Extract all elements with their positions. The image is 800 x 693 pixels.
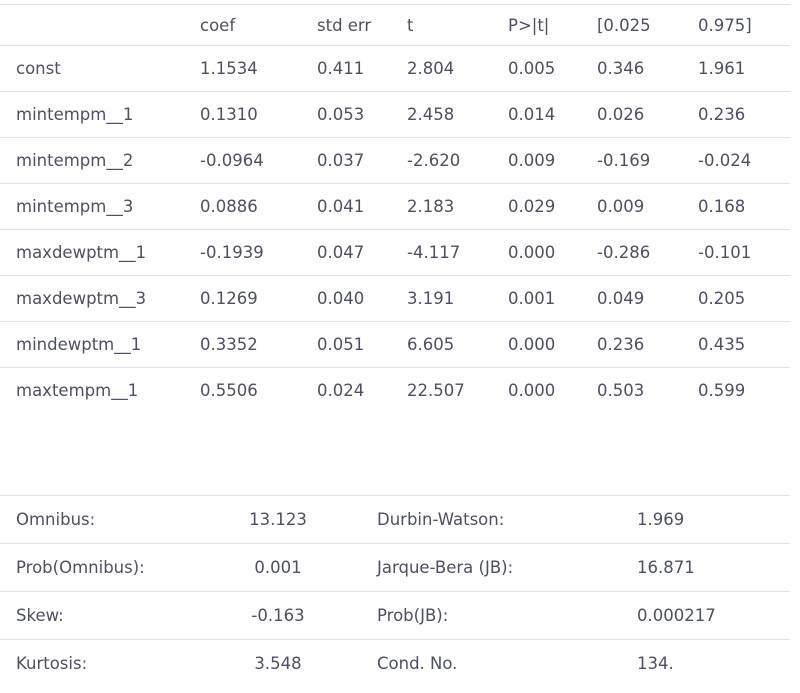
cell-ci-high: 0.236 bbox=[698, 105, 746, 124]
table-row-mindewptm-1: mindewptm__1 0.3352 0.051 6.605 0.000 0.… bbox=[0, 321, 790, 368]
table-row-maxdewptm-1: maxdewptm__1 -0.1939 0.047 -4.117 0.000 … bbox=[0, 229, 790, 276]
table-row-skew: Skew: -0.163 Prob(JB): 0.000217 bbox=[0, 591, 790, 640]
table-row-maxdewptm-3: maxdewptm__3 0.1269 0.040 3.191 0.001 0.… bbox=[0, 275, 790, 322]
table-row-maxtempm-1: maxtempm__1 0.5506 0.024 22.507 0.000 0.… bbox=[0, 367, 790, 414]
cell-t: 22.507 bbox=[407, 381, 465, 400]
cell-p-value: 0.000 bbox=[508, 335, 556, 354]
column-header-ci-high: 0.975] bbox=[698, 15, 752, 35]
cell-t: -4.117 bbox=[407, 243, 461, 262]
row-label: maxdewptm__3 bbox=[16, 289, 147, 308]
cell-ci-high: 0.168 bbox=[698, 197, 746, 216]
table-row-mintempm-3: mintempm__3 0.0886 0.041 2.183 0.029 0.0… bbox=[0, 183, 790, 230]
diag-value: 1.969 bbox=[637, 510, 685, 529]
row-label: maxtempm__1 bbox=[16, 381, 139, 400]
diag-label: Jarque-Bera (JB): bbox=[377, 558, 514, 577]
diag-label: Prob(Omnibus): bbox=[16, 558, 145, 577]
cell-t: 2.458 bbox=[407, 105, 455, 124]
diag-value: 3.548 bbox=[254, 654, 302, 673]
cell-ci-high: 0.205 bbox=[698, 289, 746, 308]
cell-std-err: 0.041 bbox=[317, 197, 365, 216]
cell-ci-high: 0.435 bbox=[698, 335, 746, 354]
diag-value: 134. bbox=[637, 654, 674, 673]
cell-ci-low: 0.503 bbox=[597, 381, 645, 400]
diag-label: Durbin-Watson: bbox=[377, 510, 505, 529]
cell-std-err: 0.040 bbox=[317, 289, 365, 308]
cell-t: 2.183 bbox=[407, 197, 455, 216]
cell-p-value: 0.001 bbox=[508, 289, 556, 308]
diag-value: 0.000217 bbox=[637, 606, 716, 625]
cell-coef: 0.5506 bbox=[200, 381, 258, 400]
cell-coef: 0.3352 bbox=[200, 335, 258, 354]
table-row-prob-omnibus: Prob(Omnibus): 0.001 Jarque-Bera (JB): 1… bbox=[0, 543, 790, 592]
cell-coef: -0.1939 bbox=[200, 243, 264, 262]
row-label: maxdewptm__1 bbox=[16, 243, 147, 262]
row-label: mintempm__1 bbox=[16, 105, 134, 124]
cell-p-value: 0.029 bbox=[508, 197, 556, 216]
cell-p-value: 0.009 bbox=[508, 151, 556, 170]
cell-p-value: 0.000 bbox=[508, 381, 556, 400]
cell-p-value: 0.000 bbox=[508, 243, 556, 262]
cell-std-err: 0.051 bbox=[317, 335, 365, 354]
cell-p-value: 0.014 bbox=[508, 105, 556, 124]
cell-ci-high: 0.599 bbox=[698, 381, 746, 400]
cell-ci-low: -0.286 bbox=[597, 243, 651, 262]
cell-coef: 0.0886 bbox=[200, 197, 258, 216]
cell-p-value: 0.005 bbox=[508, 59, 556, 78]
cell-ci-high: -0.024 bbox=[698, 151, 752, 170]
table-row-omnibus: Omnibus: 13.123 Durbin-Watson: 1.969 bbox=[0, 495, 790, 544]
cell-ci-low: 0.049 bbox=[597, 289, 645, 308]
cell-std-err: 0.037 bbox=[317, 151, 365, 170]
cell-t: 2.804 bbox=[407, 59, 455, 78]
row-label: mindewptm__1 bbox=[16, 335, 142, 354]
diag-value: 13.123 bbox=[249, 510, 307, 529]
table-row-kurtosis: Kurtosis: 3.548 Cond. No. 134. bbox=[0, 639, 790, 688]
column-header-t: t bbox=[407, 15, 414, 35]
cell-std-err: 0.024 bbox=[317, 381, 365, 400]
diag-label: Omnibus: bbox=[16, 510, 96, 529]
row-label: mintempm__2 bbox=[16, 151, 134, 170]
cell-coef: 1.1534 bbox=[200, 59, 258, 78]
cell-t: -2.620 bbox=[407, 151, 461, 170]
column-header-ci-low: [0.025 bbox=[597, 15, 651, 35]
coefficient-table: coef std err t P>|t| [0.025 0.975] const… bbox=[0, 4, 790, 413]
cell-ci-low: 0.346 bbox=[597, 59, 645, 78]
row-label: const bbox=[16, 59, 61, 78]
diag-label: Prob(JB): bbox=[377, 606, 449, 625]
cell-coef: 0.1269 bbox=[200, 289, 258, 308]
cell-ci-high: 1.961 bbox=[698, 59, 746, 78]
diag-label: Skew: bbox=[16, 606, 64, 625]
diag-value: 16.871 bbox=[637, 558, 695, 577]
diag-label: Cond. No. bbox=[377, 654, 458, 673]
cell-std-err: 0.053 bbox=[317, 105, 365, 124]
cell-t: 6.605 bbox=[407, 335, 455, 354]
column-header-empty bbox=[0, 5, 184, 46]
cell-std-err: 0.411 bbox=[317, 59, 365, 78]
diagnostics-table: Omnibus: 13.123 Durbin-Watson: 1.969 Pro… bbox=[0, 495, 790, 687]
column-header-p-value: P>|t| bbox=[508, 15, 550, 35]
cell-coef: 0.1310 bbox=[200, 105, 258, 124]
cell-ci-low: 0.009 bbox=[597, 197, 645, 216]
header-row: coef std err t P>|t| [0.025 0.975] bbox=[0, 4, 790, 46]
cell-coef: -0.0964 bbox=[200, 151, 264, 170]
column-header-coef: coef bbox=[200, 15, 236, 35]
cell-ci-low: -0.169 bbox=[597, 151, 651, 170]
table-row-mintempm-2: mintempm__2 -0.0964 0.037 -2.620 0.009 -… bbox=[0, 137, 790, 184]
cell-ci-low: 0.026 bbox=[597, 105, 645, 124]
cell-t: 3.191 bbox=[407, 289, 455, 308]
table-row-const: const 1.1534 0.411 2.804 0.005 0.346 1.9… bbox=[0, 45, 790, 92]
diag-value: -0.163 bbox=[251, 606, 305, 625]
column-header-std-err: std err bbox=[317, 15, 372, 35]
cell-std-err: 0.047 bbox=[317, 243, 365, 262]
diag-label: Kurtosis: bbox=[16, 654, 88, 673]
table-row-mintempm-1: mintempm__1 0.1310 0.053 2.458 0.014 0.0… bbox=[0, 91, 790, 138]
cell-ci-high: -0.101 bbox=[698, 243, 752, 262]
diag-value: 0.001 bbox=[254, 558, 302, 577]
row-label: mintempm__3 bbox=[16, 197, 134, 216]
cell-ci-low: 0.236 bbox=[597, 335, 645, 354]
